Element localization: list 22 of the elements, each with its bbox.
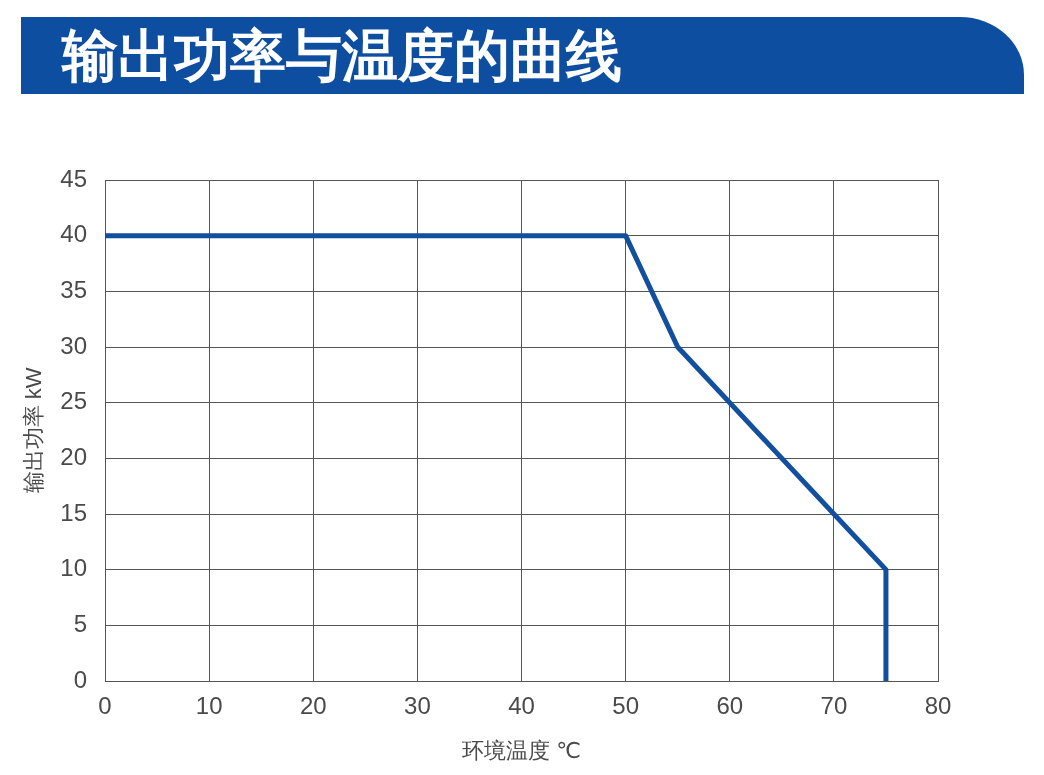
x-axis-title: 环境温度 ℃ (462, 737, 581, 763)
x-tick-label: 10 (195, 692, 223, 720)
y-tick-label: 5 (73, 609, 87, 637)
y-tick-label: 35 (60, 275, 87, 303)
y-tick-label: 10 (60, 554, 87, 582)
y-tick-label: 25 (60, 387, 87, 415)
y-tick-label: 0 (73, 665, 87, 693)
chart-title: 输出功率与温度的曲线 (62, 23, 622, 89)
x-tick-label: 0 (98, 692, 112, 720)
x-tick-label: 50 (612, 692, 639, 720)
y-tick-label: 15 (60, 498, 87, 526)
x-tick-label: 40 (508, 692, 535, 720)
y-axis-title: 输出功率 kW (21, 367, 47, 494)
y-tick-label: 20 (60, 442, 87, 470)
x-tick-label: 30 (404, 692, 431, 720)
y-tick-label: 40 (60, 220, 87, 248)
y-tick-label: 30 (60, 331, 87, 359)
x-tick-label: 60 (716, 692, 744, 720)
x-tick-label: 70 (820, 692, 848, 720)
x-tick-label: 20 (299, 692, 327, 720)
y-tick-label: 45 (60, 164, 87, 192)
x-tick-label: 80 (924, 692, 952, 720)
